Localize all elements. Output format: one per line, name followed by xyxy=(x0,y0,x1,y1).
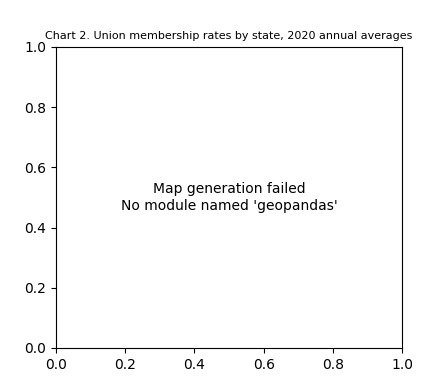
Text: Map generation failed
No module named 'geopandas': Map generation failed No module named 'g… xyxy=(121,182,337,213)
Title: Chart 2. Union membership rates by state, 2020 annual averages: Chart 2. Union membership rates by state… xyxy=(46,30,413,41)
